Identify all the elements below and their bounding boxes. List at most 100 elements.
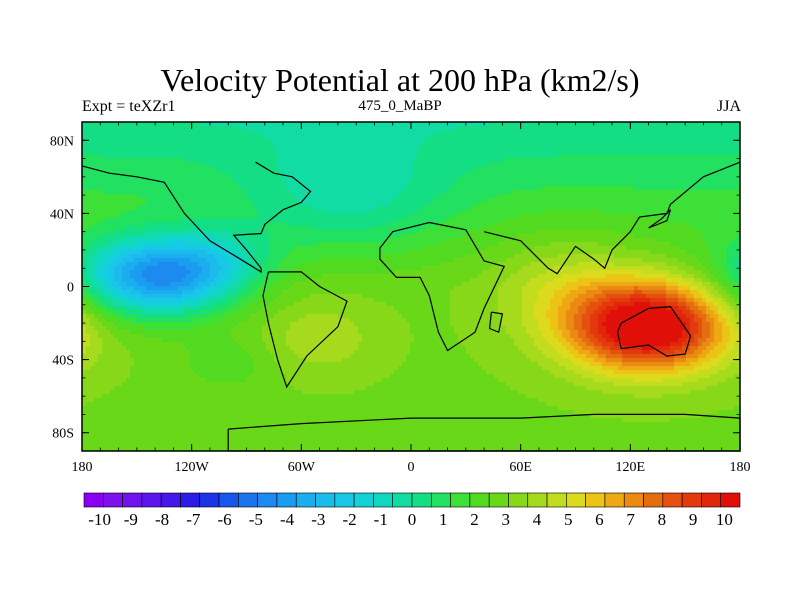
field-cell — [134, 382, 139, 387]
field-cell — [198, 394, 203, 399]
field-cell — [234, 442, 239, 447]
field-cell — [194, 402, 199, 407]
field-cell — [138, 430, 143, 435]
field-cell — [110, 434, 115, 439]
field-cell — [274, 182, 279, 187]
field-cell — [82, 174, 87, 179]
field-cell — [134, 182, 139, 187]
field-cell — [258, 286, 263, 291]
field-cell — [282, 226, 287, 231]
field-cell — [310, 318, 315, 323]
field-cell — [226, 342, 231, 347]
field-cell — [246, 442, 251, 447]
field-cell — [102, 194, 107, 199]
field-cell — [182, 178, 187, 183]
field-cell — [270, 262, 275, 267]
field-cell — [106, 358, 111, 363]
field-cell — [206, 362, 211, 367]
field-cell — [206, 306, 211, 311]
field-cell — [110, 402, 115, 407]
field-cell — [198, 286, 203, 291]
field-cell — [138, 378, 143, 383]
field-cell — [90, 422, 95, 427]
field-cell — [206, 214, 211, 219]
field-cell — [154, 174, 159, 179]
field-cell — [166, 334, 171, 339]
field-cell — [166, 326, 171, 331]
field-cell — [270, 194, 275, 199]
field-cell — [122, 382, 127, 387]
field-cell — [274, 214, 279, 219]
field-cell — [146, 178, 151, 183]
field-cell — [230, 350, 235, 355]
field-cell — [266, 438, 271, 443]
field-cell — [238, 214, 243, 219]
field-cell — [286, 386, 291, 391]
field-cell — [198, 422, 203, 427]
field-cell — [162, 338, 167, 343]
field-cell — [150, 254, 155, 259]
field-cell — [186, 358, 191, 363]
field-cell — [286, 398, 291, 403]
field-cell — [274, 154, 279, 159]
field-cell — [254, 190, 259, 195]
field-cell — [226, 198, 231, 203]
field-cell — [274, 138, 279, 143]
field-cell — [258, 178, 263, 183]
field-cell — [274, 290, 279, 295]
field-cell — [130, 418, 135, 423]
field-cell — [134, 194, 139, 199]
field-cell — [226, 270, 231, 275]
field-cell — [290, 434, 295, 439]
field-cell — [138, 138, 143, 143]
field-cell — [98, 382, 103, 387]
field-cell — [102, 238, 107, 243]
field-cell — [114, 306, 119, 311]
field-cell — [274, 170, 279, 175]
field-cell — [234, 182, 239, 187]
field-cell — [302, 186, 307, 191]
field-cell — [146, 402, 151, 407]
field-cell — [242, 190, 247, 195]
field-cell — [206, 186, 211, 191]
field-cell — [114, 430, 119, 435]
field-cell — [198, 146, 203, 151]
field-cell — [270, 438, 275, 443]
field-cell — [178, 130, 183, 135]
field-cell — [182, 446, 187, 451]
field-cell — [282, 386, 287, 391]
field-cell — [134, 430, 139, 435]
field-cell — [110, 334, 115, 339]
field-cell — [222, 290, 227, 295]
field-cell — [270, 190, 275, 195]
field-cell — [114, 302, 119, 307]
field-cell — [178, 398, 183, 403]
field-cell — [102, 202, 107, 207]
field-cell — [198, 250, 203, 255]
field-cell — [162, 350, 167, 355]
field-cell — [166, 346, 171, 351]
field-cell — [230, 182, 235, 187]
field-cell — [242, 342, 247, 347]
field-cell — [254, 230, 259, 235]
field-cell — [242, 434, 247, 439]
field-cell — [182, 266, 187, 271]
field-cell — [146, 198, 151, 203]
field-cell — [134, 162, 139, 167]
field-cell — [282, 174, 287, 179]
field-cell — [98, 198, 103, 203]
field-cell — [154, 126, 159, 131]
field-cell — [266, 174, 271, 179]
field-cell — [170, 298, 175, 303]
field-cell — [278, 198, 283, 203]
field-cell — [282, 414, 287, 419]
field-cell — [186, 410, 191, 415]
field-cell — [302, 146, 307, 151]
field-cell — [174, 314, 179, 319]
field-cell — [194, 134, 199, 139]
field-cell — [174, 230, 179, 235]
field-cell — [194, 342, 199, 347]
field-cell — [226, 226, 231, 231]
field-cell — [126, 346, 131, 351]
field-cell — [166, 202, 171, 207]
